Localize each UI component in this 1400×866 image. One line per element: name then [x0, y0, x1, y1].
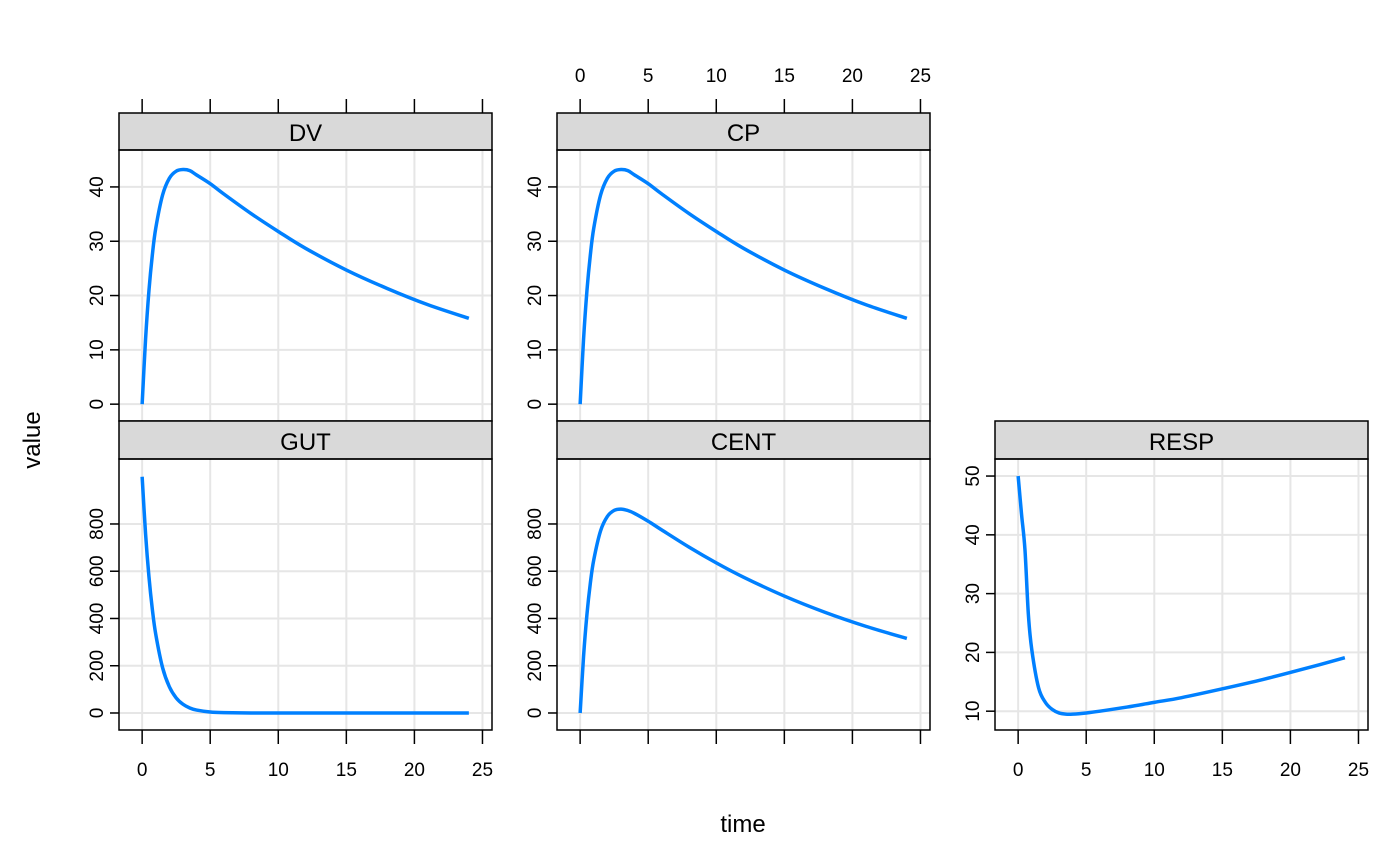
strip-dv: [118, 112, 493, 151]
series-line-cp: [578, 167, 908, 405]
x-tick-label: 20: [842, 66, 863, 87]
y-tick-label: 800: [87, 508, 108, 540]
y-tick-label: 400: [87, 603, 108, 635]
panel-gut: GUT 0 200 400 600 800 0 5 10 15 20 25: [87, 420, 493, 781]
strip-label: DV: [289, 120, 322, 147]
series-line-gut: [140, 476, 469, 715]
panel-frame: [118, 458, 493, 731]
series-line-resp: [1016, 475, 1346, 717]
y-tick-label: 50: [963, 465, 984, 486]
x-tick-label: 25: [1348, 760, 1369, 781]
series-line-cent: [578, 507, 908, 714]
panel-frame: [118, 149, 493, 422]
x-tick-label: 5: [643, 66, 654, 87]
x-tick-label: 10: [706, 66, 727, 87]
y-tick-label: 20: [525, 285, 546, 306]
y-tick-label: 0: [525, 399, 546, 410]
x-tick-label: 10: [1144, 760, 1165, 781]
x-tick-label: 15: [1212, 760, 1233, 781]
y-tick-label: 10: [963, 701, 984, 722]
x-tick-label: 20: [1280, 760, 1301, 781]
x-tick-label: 0: [575, 66, 586, 87]
x-tick-label: 0: [1013, 760, 1024, 781]
panel-frame: [556, 149, 931, 422]
panel-dv: DV 0 10 20 30 40: [87, 99, 493, 422]
y-tick-label: 40: [525, 176, 546, 197]
strip-label: GUT: [280, 429, 331, 456]
series-line-dv: [140, 167, 470, 405]
y-tick-label: 20: [87, 285, 108, 306]
y-tick-label: 600: [525, 555, 546, 587]
y-tick-label: 200: [87, 650, 108, 682]
y-tick-label: 400: [525, 603, 546, 635]
y-tick-label: 30: [963, 583, 984, 604]
y-tick-label: 600: [87, 555, 108, 587]
x-tick-label: 10: [268, 760, 289, 781]
y-tick-label: 30: [525, 231, 546, 252]
strip-label: RESP: [1149, 429, 1214, 456]
strip-cp: [556, 112, 931, 151]
x-tick-label: 25: [910, 66, 931, 87]
x-tick-label: 25: [472, 760, 493, 781]
y-tick-label: 800: [525, 508, 546, 540]
panel-frame: [994, 458, 1369, 731]
panel-cent: CENT 0 200 400 600 800: [525, 420, 931, 744]
strip-label: CENT: [711, 429, 777, 456]
x-tick-label: 5: [1081, 760, 1092, 781]
strip-gut: [118, 420, 493, 460]
y-tick-label: 30: [87, 231, 108, 252]
panel-resp: RESP 10 20 30 40 50 0 5 10 15 20 25: [963, 420, 1369, 781]
x-tick-label: 5: [205, 760, 216, 781]
y-tick-label: 40: [87, 176, 108, 197]
y-tick-label: 40: [963, 524, 984, 545]
strip-cent: [556, 420, 931, 460]
x-tick-label: 0: [137, 760, 148, 781]
strip-label: CP: [727, 120, 760, 147]
panel-frame: [556, 458, 931, 731]
y-tick-label: 10: [525, 339, 546, 360]
y-tick-label: 20: [963, 642, 984, 663]
y-tick-label: 0: [87, 399, 108, 410]
x-tick-label: 15: [774, 66, 795, 87]
x-tick-label: 15: [336, 760, 357, 781]
y-tick-label: 0: [525, 708, 546, 719]
x-axis-title: time: [720, 811, 765, 838]
y-tick-label: 0: [87, 708, 108, 719]
y-tick-label: 10: [87, 339, 108, 360]
y-tick-label: 200: [525, 650, 546, 682]
panel-cp: CP 0 10 20 30 40 0 5 10 15 20 25: [525, 66, 931, 422]
y-axis-title: value: [19, 411, 46, 468]
strip-resp: [994, 420, 1369, 460]
x-tick-label: 20: [404, 760, 425, 781]
